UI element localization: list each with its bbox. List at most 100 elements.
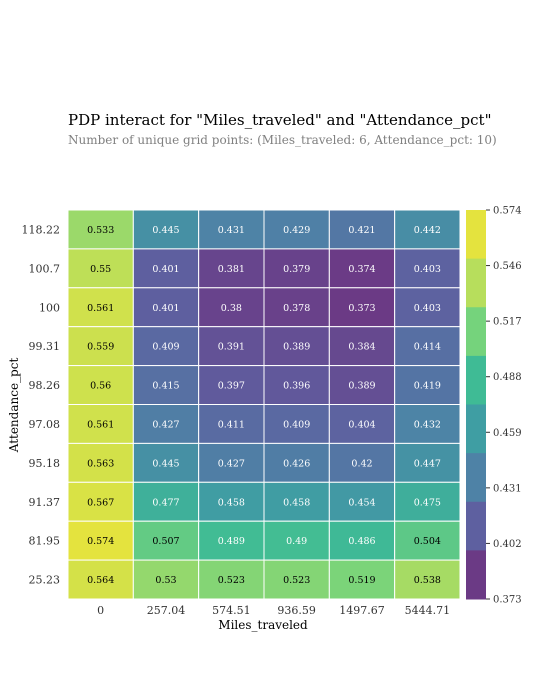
y-tick-label: 98.26 <box>29 379 61 392</box>
heatmap-cell <box>328 326 396 367</box>
cell-value-label: 0.564 <box>87 575 114 586</box>
chart-title: PDP interact for "Miles_traveled" and "A… <box>68 111 492 129</box>
y-tick-label: 118.22 <box>22 223 61 236</box>
chart-subtitle: Number of unique grid points: (Miles_tra… <box>68 133 497 147</box>
heatmap-cell <box>394 326 461 367</box>
heatmap-cells <box>67 209 461 600</box>
y-tick-label: 91.37 <box>29 496 61 509</box>
heatmap-cell <box>263 442 330 483</box>
cell-value-label: 0.415 <box>152 381 179 392</box>
x-tick-label: 5444.71 <box>405 604 451 617</box>
heatmap-cell <box>132 520 200 561</box>
cell-value-label: 0.442 <box>414 225 441 236</box>
cell-value-label: 0.454 <box>348 497 375 508</box>
cell-value-label: 0.401 <box>152 264 179 275</box>
cell-value-label: 0.429 <box>283 225 310 236</box>
y-tick-label: 99.31 <box>29 340 61 353</box>
cell-value-label: 0.391 <box>218 342 245 353</box>
x-tick-label: 574.51 <box>212 604 251 617</box>
heatmap-cell <box>328 287 396 328</box>
colorbar-tick-label: 0.431 <box>493 483 522 494</box>
cell-value-label: 0.42 <box>351 458 372 469</box>
heatmap-cell <box>132 559 200 600</box>
cell-value-label: 0.419 <box>414 381 441 392</box>
heatmap-cell <box>198 481 265 522</box>
heatmap-cell <box>198 559 265 600</box>
cell-value-label: 0.403 <box>414 264 441 275</box>
colorbar-band <box>466 550 486 600</box>
cell-value-label: 0.486 <box>348 536 375 547</box>
heatmap-cell <box>394 248 461 289</box>
heatmap-cell <box>198 326 265 367</box>
cell-value-label: 0.523 <box>218 575 245 586</box>
heatmap-cell <box>263 326 330 367</box>
cell-value-label: 0.447 <box>414 458 441 469</box>
x-axis-label: Miles_traveled <box>218 618 308 632</box>
cell-value-label: 0.389 <box>348 381 375 392</box>
heatmap-cell <box>67 559 134 600</box>
x-tick-label: 1497.67 <box>339 604 385 617</box>
heatmap-cell <box>67 442 134 483</box>
cell-value-label: 0.404 <box>348 419 375 430</box>
colorbar-band <box>466 210 486 260</box>
heatmap-cell <box>198 442 265 483</box>
y-tick-label: 97.08 <box>29 418 61 431</box>
y-tick-label: 81.95 <box>29 535 61 548</box>
cell-value-label: 0.55 <box>90 264 111 275</box>
colorbar-tick-label: 0.546 <box>493 261 522 272</box>
cell-value-label: 0.374 <box>348 264 375 275</box>
colorbar-band <box>466 355 486 405</box>
cell-value-label: 0.411 <box>218 419 245 430</box>
heatmap-cell <box>132 209 200 250</box>
cell-value-label: 0.401 <box>152 303 179 314</box>
colorbar-band <box>466 258 486 308</box>
heatmap-cell <box>198 209 265 250</box>
cell-value-label: 0.373 <box>348 303 375 314</box>
heatmap-cell <box>132 287 200 328</box>
cell-value-label: 0.507 <box>152 536 179 547</box>
heatmap-cell <box>263 365 330 406</box>
colorbar-band <box>466 453 486 503</box>
cell-value-label: 0.519 <box>348 575 375 586</box>
colorbar-tick-label: 0.517 <box>493 317 522 328</box>
cell-value-label: 0.403 <box>414 303 441 314</box>
colorbar-band <box>466 307 486 357</box>
heatmap-cell <box>263 287 330 328</box>
cell-value-label: 0.574 <box>87 536 114 547</box>
cell-value-label: 0.389 <box>283 342 310 353</box>
cell-value-label: 0.381 <box>218 264 245 275</box>
cell-value-label: 0.426 <box>283 458 310 469</box>
cell-value-label: 0.53 <box>155 575 176 586</box>
cell-value-label: 0.378 <box>283 303 310 314</box>
cell-value-label: 0.396 <box>283 381 310 392</box>
cell-value-label: 0.561 <box>87 303 114 314</box>
colorbar-tick-label: 0.574 <box>493 206 522 217</box>
heatmap-cell <box>67 404 134 444</box>
cell-value-label: 0.414 <box>414 342 441 353</box>
cell-value-label: 0.421 <box>348 225 375 236</box>
cell-value-label: 0.427 <box>218 458 245 469</box>
y-axis-label: Attendance_pct <box>7 358 21 454</box>
cell-value-label: 0.432 <box>414 419 441 430</box>
heatmap-cell-labels: 0.533 0.445 0.431 0.429 0.421 0.442 0.55 0.401 0… <box>87 225 441 586</box>
colorbar-tick-label: 0.459 <box>493 428 522 439</box>
cell-value-label: 0.38 <box>221 303 242 314</box>
heatmap-cell <box>394 442 461 483</box>
heatmap-cell <box>67 520 134 561</box>
cell-value-label: 0.559 <box>87 342 114 353</box>
colorbar-band <box>466 404 486 454</box>
cell-value-label: 0.431 <box>218 225 245 236</box>
cell-value-label: 0.384 <box>348 342 375 353</box>
cell-value-label: 0.563 <box>87 458 114 469</box>
cell-value-label: 0.409 <box>152 342 179 353</box>
x-tick-label: 0 <box>97 604 104 617</box>
y-tick-label: 25.23 <box>29 574 61 587</box>
heatmap-cell <box>67 326 134 367</box>
heatmap-cell <box>394 559 461 600</box>
cell-value-label: 0.445 <box>152 225 179 236</box>
colorbar-band <box>466 501 486 551</box>
y-tick-labels: 118.22 100.7 100 99.31 98.26 97.08 95.18 91.37 8… <box>22 223 61 586</box>
x-tick-label: 936.59 <box>277 604 316 617</box>
cell-value-label: 0.458 <box>283 497 310 508</box>
